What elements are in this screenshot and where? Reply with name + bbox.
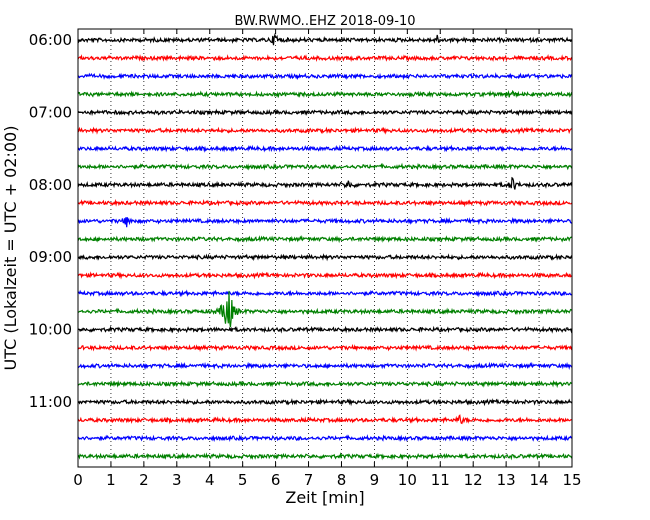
x-tick-label: 15 [562,471,581,489]
trace-0830 [77,216,573,228]
chart-title: BW.RWMO..EHZ 2018-09-10 [234,14,415,29]
trace-1100 [77,397,573,407]
y-tick-label: 06:00 [29,31,72,49]
trace-0715 [77,126,573,135]
trace-0615 [77,54,573,63]
trace-0945 [77,290,573,328]
x-tick-label: 14 [530,471,549,489]
x-tick-label: 4 [205,471,215,489]
y-axis-label: UTC (Lokalzeit = UTC + 02:00) [1,126,20,371]
trace-1130 [77,434,573,443]
trace-0815 [77,198,573,208]
x-tick-label: 0 [73,471,83,489]
trace-0800 [77,176,573,190]
trace-0915 [77,271,573,280]
x-tick-label: 3 [172,471,182,489]
traces [77,32,573,461]
trace-0630 [77,72,573,81]
y-tick-label: 07:00 [29,103,72,121]
trace-0600 [77,32,573,46]
y-tick-label: 10:00 [29,321,72,339]
trace-0845 [77,235,573,244]
x-tick-label: 13 [497,471,516,489]
x-tick-label: 10 [398,471,417,489]
trace-1045 [77,379,573,389]
x-tick-label: 11 [431,471,450,489]
x-tick-labels: 0 1 2 3 4 5 6 7 8 9 10 11 12 13 14 15 [73,471,581,489]
y-tick-label: 11:00 [29,393,72,411]
trace-1145 [77,452,573,461]
ticks [77,29,573,467]
y-tick-label: 08:00 [29,176,72,194]
trace-0645 [77,89,573,99]
trace-1030 [77,361,573,370]
trace-0900 [77,253,573,262]
x-tick-label: 1 [106,471,116,489]
trace-1015 [77,343,573,353]
x-tick-label: 12 [464,471,483,489]
trace-0930 [77,289,573,298]
trace-0730 [77,144,573,153]
x-tick-label: 8 [337,471,347,489]
x-tick-label: 5 [238,471,248,489]
y-tick-labels: 06:00 07:00 08:00 09:00 10:00 11:00 [29,31,72,411]
x-tick-label: 9 [370,471,380,489]
x-axis-label: Zeit [min] [285,488,364,507]
trace-1115 [77,414,573,425]
x-tick-label: 6 [271,471,281,489]
plot-frame [77,28,573,468]
trace-0700 [77,108,573,117]
x-tick-label: 7 [304,471,314,489]
y-tick-label: 09:00 [29,248,72,266]
x-tick-label: 2 [139,471,149,489]
trace-1000 [77,325,573,334]
trace-0745 [77,162,573,171]
